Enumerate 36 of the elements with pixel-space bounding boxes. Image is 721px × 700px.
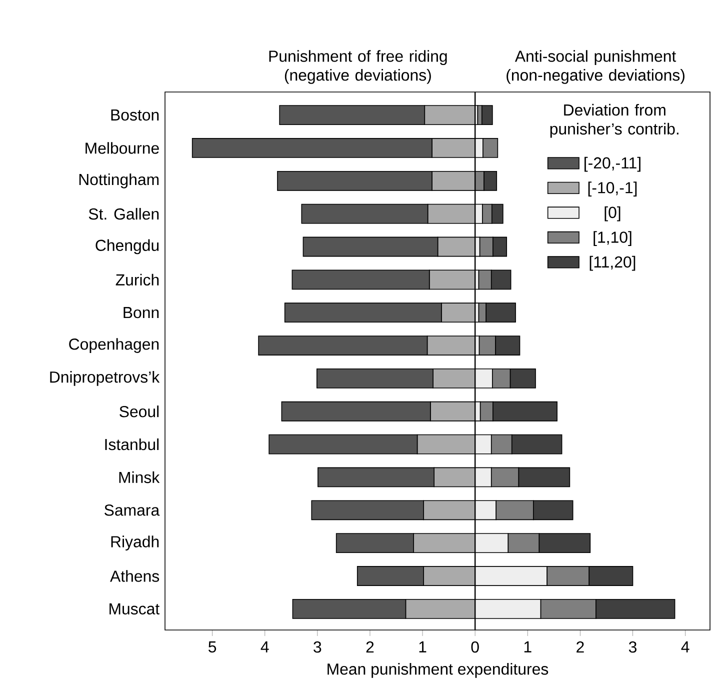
y-tick-label: Bonn — [124, 307, 159, 318]
y-tick-label: Muscat — [110, 603, 160, 614]
legend-title: Deviation from punisher’s contrib. — [550, 104, 678, 138]
y-tick-label: Samara — [104, 504, 160, 516]
x-axis-title: Mean punishment expenditures — [328, 663, 548, 678]
legend-label: [1,10] — [594, 231, 632, 246]
y-tick-label: Seoul — [120, 406, 159, 418]
y-tick-label: St. Gallen — [88, 208, 159, 220]
bar — [482, 105, 493, 125]
legend-label: [11,20] — [590, 256, 636, 271]
y-tick-label: Chengdu — [96, 239, 159, 254]
y-tick-label: Riyadh — [111, 536, 159, 551]
x-tick-label: 4 — [681, 641, 690, 652]
y-tick-label: Dnipropetrovs’k — [50, 371, 160, 386]
y-tick-label: Copenhagen — [69, 338, 159, 353]
legend-label: [-10,-1] — [588, 182, 637, 196]
x-tick-label: 0 — [471, 641, 479, 653]
x-tick-label: 3 — [628, 641, 636, 653]
legend-label: [-20,-11] — [584, 156, 640, 172]
y-tick-label: Istanbul — [105, 438, 159, 450]
y-tick-label: Melbourne — [86, 142, 159, 154]
y-tick-label: Athens — [110, 570, 160, 582]
y-tick-label: Nottingham — [79, 173, 159, 188]
x-tick-label: 2 — [366, 641, 374, 653]
y-tick-label: Boston — [111, 109, 159, 121]
x-tick-label: 1 — [419, 641, 426, 652]
x-tick-label: 4 — [260, 641, 269, 652]
legend-label: [0] — [604, 206, 620, 222]
text: Anti-social punishment (non-negative deviations) — [506, 50, 684, 84]
text: Punishment of free riding (negative deviations) — [269, 50, 447, 84]
x-tick-label: 5 — [208, 641, 216, 653]
y-tick-label: Zurich — [116, 274, 159, 286]
x-tick-label: 3 — [314, 641, 322, 653]
x-tick-label: 2 — [576, 641, 584, 653]
y-tick-label: Minsk — [119, 471, 160, 484]
x-tick-label: 1 — [524, 641, 532, 652]
